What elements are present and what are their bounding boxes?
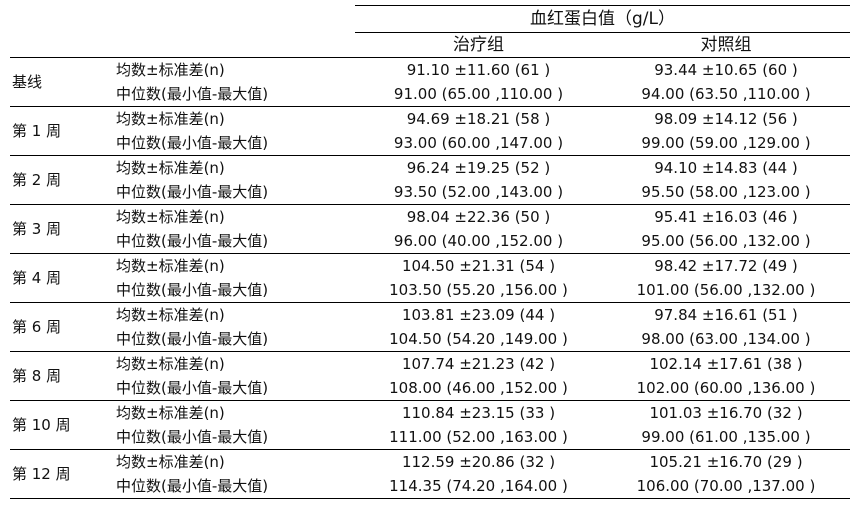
period-label: 第 8 周 (10, 351, 108, 401)
control-mean-sd: 105.21 ±16.70 (29 ) (649, 452, 803, 471)
header-row-super: 血红蛋白值（g/L） (10, 5, 850, 33)
table-body: 基线 均数±标准差(n) 91.10 ±11.60 (61 ) 93.44 ±10.6… (10, 57, 850, 499)
mean-sd-label: 均数±标准差(n) (116, 207, 225, 226)
treatment-median-range: 96.00 (40.00 ,152.00 ) (355, 229, 602, 254)
mean-sd-label: 均数±标准差(n) (116, 403, 225, 422)
treatment-median-range: 111.00 (52.00 ,163.00 ) (355, 425, 602, 450)
control-mean-sd: 98.09 ±14.12 (56 ) (654, 109, 798, 128)
treatment-median-range: 93.50 (52.00 ,143.00 ) (355, 180, 602, 205)
treatment-mean-sd: 103.81 ±23.09 (44 ) (401, 305, 556, 324)
control-median-range: 99.00 (59.00 ,129.00 ) (602, 131, 850, 156)
control-mean-sd: 101.03 ±16.70 (32 ) (649, 403, 803, 422)
treatment-median-range: 108.00 (46.00 ,152.00 ) (355, 376, 602, 401)
mean-sd-label: 均数±标准差(n) (116, 60, 225, 79)
mean-sd-label: 均数±标准差(n) (116, 452, 225, 471)
control-median-range: 106.00 (70.00 ,137.00 ) (602, 474, 850, 499)
table-row: 第 1 周均数±标准差(n) 94.69 ±18.21 (58 ) 98.09 ±1… (10, 106, 850, 156)
period-label: 第 6 周 (10, 302, 108, 352)
table-row: 中位数(最小值-最大值) 114.35 (74.20 ,164.00 ) 106.0… (10, 474, 850, 499)
control-median-range: 102.00 (60.00 ,136.00 ) (602, 376, 850, 401)
median-range-label: 中位数(最小值-最大值) (108, 82, 355, 107)
mean-sd-label: 均数±标准差(n) (116, 305, 225, 324)
treatment-median-range: 104.50 (54.20 ,149.00 ) (355, 327, 602, 352)
table-row: 第 8 周均数±标准差(n) 107.74 ±21.23 (42 ) 102.14 … (10, 351, 850, 401)
median-range-label: 中位数(最小值-最大值) (108, 131, 355, 156)
table-row: 第 3 周均数±标准差(n) 98.04 ±22.36 (50 ) 95.41 ±1… (10, 204, 850, 254)
control-median-range: 95.00 (56.00 ,132.00 ) (602, 229, 850, 254)
treatment-mean-sd: 98.04 ±22.36 (50 ) (406, 207, 551, 226)
median-range-label: 中位数(最小值-最大值) (108, 425, 355, 450)
control-median-range: 98.00 (63.00 ,134.00 ) (602, 327, 850, 352)
period-label: 第 10 周 (10, 400, 108, 450)
median-range-label: 中位数(最小值-最大值) (108, 327, 355, 352)
mean-sd-label: 均数±标准差(n) (116, 158, 225, 177)
table-row: 第 2 周均数±标准差(n) 96.24 ±19.25 (52 ) 94.10 ±1… (10, 155, 850, 205)
treatment-mean-sd: 107.74 ±21.23 (42 ) (401, 354, 556, 373)
table-row: 中位数(最小值-最大值) 91.00 (65.00 ,110.00 ) 94.00 … (10, 82, 850, 107)
treatment-median-range: 103.50 (55.20 ,156.00 ) (355, 278, 602, 303)
median-range-label: 中位数(最小值-最大值) (108, 474, 355, 499)
control-mean-sd: 93.44 ±10.65 (60 ) (654, 60, 798, 79)
table-row: 第 4 周均数±标准差(n) 104.50 ±21.31 (54 ) 98.42 ±… (10, 253, 850, 303)
control-mean-sd: 94.10 ±14.83 (44 ) (654, 158, 798, 177)
treatment-median-range: 91.00 (65.00 ,110.00 ) (355, 82, 602, 107)
median-range-label: 中位数(最小值-最大值) (108, 278, 355, 303)
table-row: 第 6 周均数±标准差(n) 103.81 ±23.09 (44 ) 97.84 ±… (10, 302, 850, 352)
period-label: 第 1 周 (10, 106, 108, 156)
period-label: 第 3 周 (10, 204, 108, 254)
super-header: 血红蛋白值（g/L） (355, 5, 850, 33)
table-row: 中位数(最小值-最大值) 103.50 (55.20 ,156.00 ) 101.0… (10, 278, 850, 303)
median-range-label: 中位数(最小值-最大值) (108, 229, 355, 254)
mean-sd-label: 均数±标准差(n) (116, 109, 225, 128)
treatment-median-range: 93.00 (60.00 ,147.00 ) (355, 131, 602, 156)
period-label: 第 2 周 (10, 155, 108, 205)
mean-sd-label: 均数±标准差(n) (116, 256, 225, 275)
table-row: 中位数(最小值-最大值) 111.00 (52.00 ,163.00 ) 99.00… (10, 425, 850, 450)
table-row: 中位数(最小值-最大值) 108.00 (46.00 ,152.00 ) 102.0… (10, 376, 850, 401)
table-header: 血红蛋白值（g/L） 治疗组 对照组 (10, 5, 850, 58)
median-range-label: 中位数(最小值-最大值) (108, 376, 355, 401)
header-blank-cell (10, 32, 355, 58)
period-label: 第 12 周 (10, 449, 108, 499)
table-row: 中位数(最小值-最大值) 93.50 (52.00 ,143.00 ) 95.50 … (10, 180, 850, 205)
treatment-mean-sd: 104.50 ±21.31 (54 ) (401, 256, 556, 275)
period-label: 第 4 周 (10, 253, 108, 303)
median-range-label: 中位数(最小值-最大值) (108, 180, 355, 205)
table-row: 第 12 周均数±标准差(n) 112.59 ±20.86 (32 ) 105.21… (10, 449, 850, 499)
group-header-treatment: 治疗组 (355, 32, 602, 58)
control-median-range: 99.00 (61.00 ,135.00 ) (602, 425, 850, 450)
control-mean-sd: 97.84 ±16.61 (51 ) (654, 305, 798, 324)
treatment-mean-sd: 110.84 ±23.15 (33 ) (401, 403, 556, 422)
header-blank-cell (10, 6, 355, 33)
table-row: 中位数(最小值-最大值) 96.00 (40.00 ,152.00 ) 95.00 … (10, 229, 850, 254)
control-median-range: 95.50 (58.00 ,123.00 ) (602, 180, 850, 205)
group-header-control: 对照组 (602, 32, 850, 58)
treatment-mean-sd: 91.10 ±11.60 (61 ) (406, 60, 551, 79)
header-row-groups: 治疗组 对照组 (10, 32, 850, 58)
hemoglobin-table: 血红蛋白值（g/L） 治疗组 对照组 基线 均数±标准差(n) 91.10 ±11.… (10, 5, 850, 499)
table-row: 中位数(最小值-最大值) 93.00 (60.00 ,147.00 ) 99.00 … (10, 131, 850, 156)
control-mean-sd: 98.42 ±17.72 (49 ) (654, 256, 798, 275)
control-median-range: 94.00 (63.50 ,110.00 ) (602, 82, 850, 107)
table-row: 第 10 周均数±标准差(n) 110.84 ±23.15 (33 ) 101.03… (10, 400, 850, 450)
table-row: 基线 均数±标准差(n) 91.10 ±11.60 (61 ) 93.44 ±10.6… (10, 57, 850, 107)
control-mean-sd: 95.41 ±16.03 (46 ) (654, 207, 798, 226)
mean-sd-label: 均数±标准差(n) (116, 354, 225, 373)
treatment-mean-sd: 94.69 ±18.21 (58 ) (406, 109, 551, 128)
control-mean-sd: 102.14 ±17.61 (38 ) (649, 354, 803, 373)
table-row: 中位数(最小值-最大值) 104.50 (54.20 ,149.00 ) 98.00… (10, 327, 850, 352)
period-label: 基线 (10, 57, 108, 107)
treatment-median-range: 114.35 (74.20 ,164.00 ) (355, 474, 602, 499)
control-median-range: 101.00 (56.00 ,132.00 ) (602, 278, 850, 303)
treatment-mean-sd: 112.59 ±20.86 (32 ) (401, 452, 556, 471)
treatment-mean-sd: 96.24 ±19.25 (52 ) (406, 158, 551, 177)
